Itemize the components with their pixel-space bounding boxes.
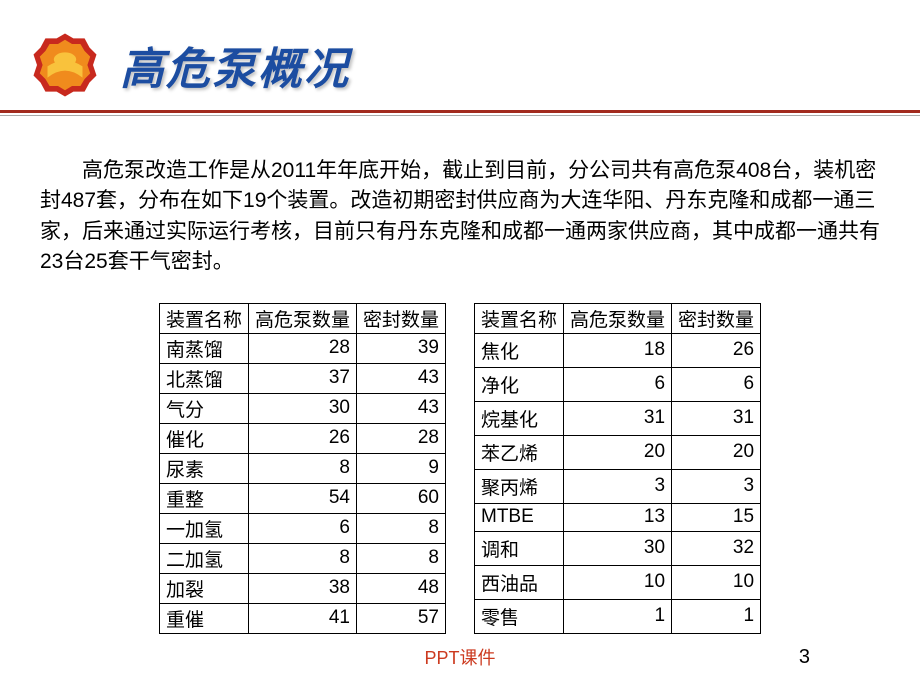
table-row: 尿素89 bbox=[159, 453, 445, 483]
col-header: 密封数量 bbox=[356, 303, 445, 333]
cell-seal-count: 26 bbox=[672, 333, 761, 367]
table-row: 重整5460 bbox=[159, 483, 445, 513]
table-row: 一加氢68 bbox=[159, 513, 445, 543]
table-row: 催化2628 bbox=[159, 423, 445, 453]
cell-seal-count: 60 bbox=[356, 483, 445, 513]
tables-container: 装置名称 高危泵数量 密封数量 南蒸馏2839北蒸馏3743气分3043催化26… bbox=[40, 303, 880, 634]
table-row: 北蒸馏3743 bbox=[159, 363, 445, 393]
cell-name: MTBE bbox=[475, 503, 564, 531]
table-row: 调和3032 bbox=[475, 531, 761, 565]
cell-name: 净化 bbox=[475, 367, 564, 401]
cell-pump-count: 1 bbox=[564, 599, 672, 633]
cell-seal-count: 39 bbox=[356, 333, 445, 363]
cell-pump-count: 37 bbox=[248, 363, 356, 393]
slide-title: 高危泵概况 bbox=[120, 33, 350, 97]
cell-pump-count: 6 bbox=[248, 513, 356, 543]
table-row: 西油品1010 bbox=[475, 565, 761, 599]
cell-name: 苯乙烯 bbox=[475, 435, 564, 469]
cell-name: 调和 bbox=[475, 531, 564, 565]
table-row: 苯乙烯2020 bbox=[475, 435, 761, 469]
table-row: MTBE1315 bbox=[475, 503, 761, 531]
cell-pump-count: 54 bbox=[248, 483, 356, 513]
cell-seal-count: 43 bbox=[356, 393, 445, 423]
cell-name: 加裂 bbox=[159, 573, 248, 603]
slide-header: 高危泵概况 bbox=[0, 0, 920, 110]
cell-seal-count: 32 bbox=[672, 531, 761, 565]
table-row: 零售11 bbox=[475, 599, 761, 633]
cell-pump-count: 30 bbox=[248, 393, 356, 423]
col-header: 密封数量 bbox=[672, 303, 761, 333]
page-number: 3 bbox=[799, 646, 810, 669]
cell-seal-count: 9 bbox=[356, 453, 445, 483]
cell-pump-count: 26 bbox=[248, 423, 356, 453]
cell-pump-count: 10 bbox=[564, 565, 672, 599]
cell-name: 西油品 bbox=[475, 565, 564, 599]
cell-name: 焦化 bbox=[475, 333, 564, 367]
cell-name: 重整 bbox=[159, 483, 248, 513]
table-row: 南蒸馏2839 bbox=[159, 333, 445, 363]
cell-pump-count: 41 bbox=[248, 603, 356, 633]
cell-pump-count: 8 bbox=[248, 543, 356, 573]
cell-name: 北蒸馏 bbox=[159, 363, 248, 393]
table-row: 烷基化3131 bbox=[475, 401, 761, 435]
cell-name: 重催 bbox=[159, 603, 248, 633]
cell-seal-count: 48 bbox=[356, 573, 445, 603]
cell-seal-count: 43 bbox=[356, 363, 445, 393]
cell-name: 聚丙烯 bbox=[475, 469, 564, 503]
cell-seal-count: 31 bbox=[672, 401, 761, 435]
cell-name: 一加氢 bbox=[159, 513, 248, 543]
cell-pump-count: 13 bbox=[564, 503, 672, 531]
cell-seal-count: 1 bbox=[672, 599, 761, 633]
table-row: 焦化1826 bbox=[475, 333, 761, 367]
table-row: 气分3043 bbox=[159, 393, 445, 423]
cell-name: 气分 bbox=[159, 393, 248, 423]
cell-seal-count: 15 bbox=[672, 503, 761, 531]
cell-seal-count: 57 bbox=[356, 603, 445, 633]
cell-pump-count: 6 bbox=[564, 367, 672, 401]
company-logo-icon bbox=[30, 30, 100, 100]
table-row: 加裂3848 bbox=[159, 573, 445, 603]
col-header: 高危泵数量 bbox=[248, 303, 356, 333]
cell-seal-count: 8 bbox=[356, 513, 445, 543]
slide-content: 高危泵改造工作是从2011年年底开始，截止到目前，分公司共有高危泵408台，装机… bbox=[0, 116, 920, 634]
footer-label: PPT课件 bbox=[424, 644, 495, 670]
col-header: 装置名称 bbox=[159, 303, 248, 333]
cell-seal-count: 20 bbox=[672, 435, 761, 469]
cell-name: 零售 bbox=[475, 599, 564, 633]
cell-pump-count: 28 bbox=[248, 333, 356, 363]
cell-name: 尿素 bbox=[159, 453, 248, 483]
cell-name: 烷基化 bbox=[475, 401, 564, 435]
cell-pump-count: 18 bbox=[564, 333, 672, 367]
cell-seal-count: 6 bbox=[672, 367, 761, 401]
cell-pump-count: 20 bbox=[564, 435, 672, 469]
cell-seal-count: 28 bbox=[356, 423, 445, 453]
table-row: 重催4157 bbox=[159, 603, 445, 633]
cell-pump-count: 8 bbox=[248, 453, 356, 483]
cell-name: 南蒸馏 bbox=[159, 333, 248, 363]
cell-pump-count: 30 bbox=[564, 531, 672, 565]
cell-name: 催化 bbox=[159, 423, 248, 453]
table-row: 净化66 bbox=[475, 367, 761, 401]
cell-seal-count: 3 bbox=[672, 469, 761, 503]
col-header: 装置名称 bbox=[475, 303, 564, 333]
cell-seal-count: 10 bbox=[672, 565, 761, 599]
cell-pump-count: 3 bbox=[564, 469, 672, 503]
body-paragraph: 高危泵改造工作是从2011年年底开始，截止到目前，分公司共有高危泵408台，装机… bbox=[40, 156, 880, 278]
cell-name: 二加氢 bbox=[159, 543, 248, 573]
data-table-left: 装置名称 高危泵数量 密封数量 南蒸馏2839北蒸馏3743气分3043催化26… bbox=[159, 303, 446, 634]
table-row: 二加氢88 bbox=[159, 543, 445, 573]
table-row: 聚丙烯33 bbox=[475, 469, 761, 503]
cell-seal-count: 8 bbox=[356, 543, 445, 573]
cell-pump-count: 38 bbox=[248, 573, 356, 603]
slide-footer: PPT课件 3 bbox=[0, 644, 920, 670]
cell-pump-count: 31 bbox=[564, 401, 672, 435]
data-table-right: 装置名称 高危泵数量 密封数量 焦化1826净化66烷基化3131苯乙烯2020… bbox=[474, 303, 761, 634]
col-header: 高危泵数量 bbox=[564, 303, 672, 333]
